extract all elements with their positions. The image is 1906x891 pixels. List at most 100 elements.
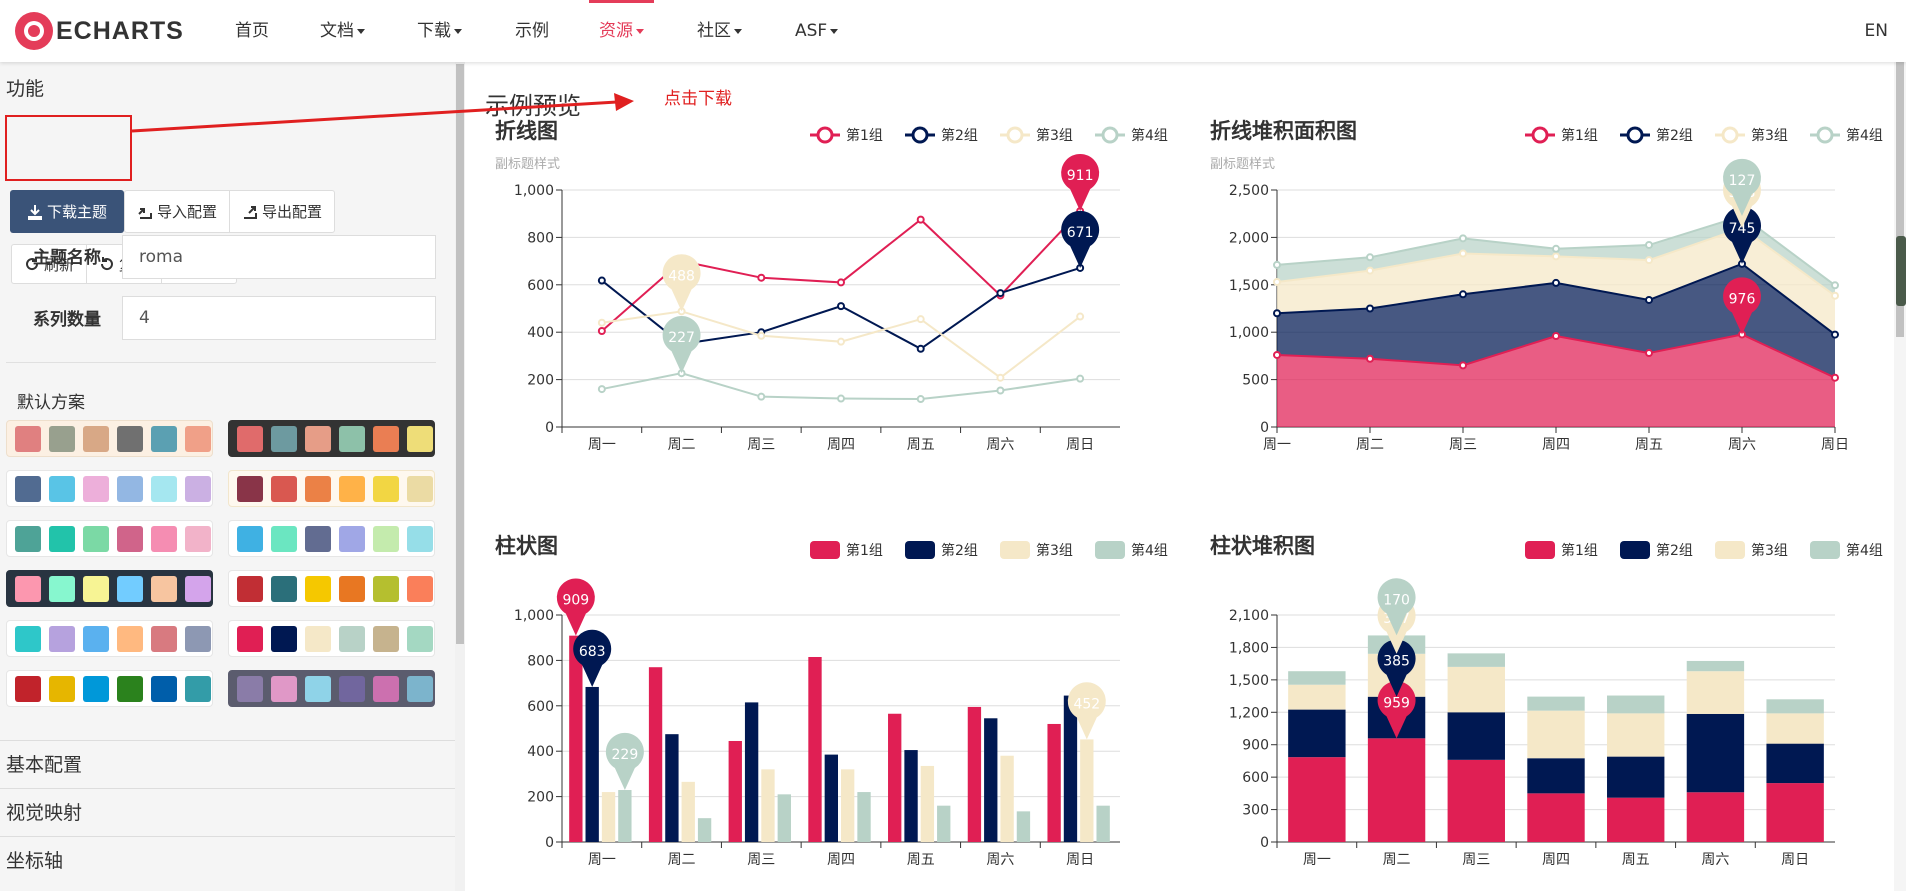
default-schemes-title: 默认方案 xyxy=(17,393,85,413)
theme-scheme-4[interactable] xyxy=(6,520,213,557)
pin-shape xyxy=(556,578,595,636)
main-scrollbar-thumb[interactable] xyxy=(1896,62,1904,337)
minimap-widget[interactable] xyxy=(1896,236,1906,306)
theme-scheme-8[interactable] xyxy=(6,620,213,657)
legend-label: 第3组 xyxy=(1751,542,1788,559)
theme-scheme-10[interactable] xyxy=(6,670,213,707)
theme-scheme-11[interactable] xyxy=(228,670,435,707)
area-series-0 xyxy=(1277,334,1835,427)
import-config-label: 导入配置 xyxy=(157,203,218,221)
color-swatch xyxy=(83,625,109,652)
import-config-button[interactable]: 导入配置 xyxy=(125,191,231,232)
legend-swatch xyxy=(1000,541,1030,559)
data-point xyxy=(837,302,845,311)
legend-label: 第1组 xyxy=(1561,127,1598,144)
y-tick-label: 0 xyxy=(545,835,554,851)
color-swatch xyxy=(373,575,399,602)
theme-scheme-9[interactable] xyxy=(228,620,435,657)
nav-item-3[interactable]: 示例 xyxy=(515,0,549,62)
legend-label: 第3组 xyxy=(1751,127,1788,144)
pin-shape xyxy=(1723,206,1761,264)
data-point xyxy=(996,373,1005,382)
legend-swatch xyxy=(1715,541,1745,559)
marker-pin: 959 xyxy=(1377,681,1416,739)
color-swatch xyxy=(117,575,143,602)
accordion-section-2[interactable]: 坐标轴 xyxy=(0,836,455,884)
color-swatch xyxy=(49,575,75,602)
bar-1-3 xyxy=(824,754,838,842)
pin-shape xyxy=(1067,682,1106,740)
legend-marker xyxy=(1531,126,1549,144)
theme-scheme-6[interactable] xyxy=(6,570,213,607)
legend-item-2: 第3组 xyxy=(1000,541,1073,559)
nav-item-4[interactable]: 资源 xyxy=(589,0,654,62)
theme-name-input[interactable]: roma xyxy=(122,235,436,279)
data-point xyxy=(1366,304,1374,313)
echarts-logo[interactable]: ECHARTS xyxy=(14,11,184,51)
color-swatch xyxy=(271,525,297,552)
data-point xyxy=(1645,349,1653,358)
color-swatch xyxy=(15,675,41,702)
legend-item-0: 第1组 xyxy=(1525,541,1598,559)
bar-1-4 xyxy=(1607,756,1665,798)
section-function-title[interactable]: 功能 xyxy=(6,78,45,100)
color-swatch xyxy=(83,675,109,702)
theme-scheme-7[interactable] xyxy=(228,570,435,607)
nav-item-2[interactable]: 下载 xyxy=(417,0,462,62)
y-tick-label: 2,000 xyxy=(1229,230,1269,246)
sidebar-scrollbar-thumb[interactable] xyxy=(456,64,464,644)
accordion-section-0[interactable]: 基本配置 xyxy=(0,740,455,788)
color-swatch xyxy=(83,575,109,602)
pin-shape xyxy=(1377,639,1416,697)
color-swatch xyxy=(407,525,433,552)
bar-0-5 xyxy=(967,706,982,842)
language-switch[interactable]: EN xyxy=(1864,21,1888,41)
legend-marker xyxy=(911,126,929,144)
color-swatch xyxy=(185,675,211,702)
export-config-button[interactable]: 导出配置 xyxy=(230,191,334,232)
data-point xyxy=(1459,361,1467,370)
bar-2-1 xyxy=(681,781,695,842)
download-theme-button[interactable]: 下载主题 xyxy=(10,190,124,233)
theme-scheme-0[interactable] xyxy=(6,420,213,457)
legend-label: 第1组 xyxy=(1561,542,1598,559)
legend-item-3: 第4组 xyxy=(1095,126,1168,144)
main-scrollbar[interactable] xyxy=(1894,62,1906,891)
bar-0-2 xyxy=(728,740,742,842)
bar-3-6 xyxy=(1766,699,1824,714)
theme-scheme-1[interactable] xyxy=(228,420,435,457)
nav-item-6[interactable]: ASF xyxy=(795,0,839,62)
x-tick-label: 周一 xyxy=(588,437,616,453)
accordion-section-1[interactable]: 视觉映射 xyxy=(0,788,455,836)
theme-scheme-5[interactable] xyxy=(228,520,435,557)
toolbar-row-1: 下载主题 导入配置 导出配置 xyxy=(10,190,336,233)
nav-item-label: 社区 xyxy=(697,21,731,41)
x-tick-label: 周四 xyxy=(827,852,855,868)
data-point xyxy=(597,276,606,285)
nav-item-0[interactable]: 首页 xyxy=(235,0,269,62)
color-swatch xyxy=(117,525,143,552)
theme-scheme-3[interactable] xyxy=(228,470,435,507)
marker-pin: 911 xyxy=(1061,153,1100,212)
nav-item-1[interactable]: 文档 xyxy=(320,0,365,62)
sidebar-scrollbar[interactable] xyxy=(455,62,465,891)
theme-name-label: 主题名称 xyxy=(33,248,101,268)
legend-label: 第3组 xyxy=(1036,542,1073,559)
data-point xyxy=(1552,331,1560,340)
x-tick-label: 周一 xyxy=(588,852,616,868)
y-tick-label: 1,000 xyxy=(514,183,554,199)
theme-scheme-2[interactable] xyxy=(6,470,213,507)
y-tick-label: 2,100 xyxy=(1229,608,1269,624)
chevron-down-icon xyxy=(357,28,365,34)
data-point xyxy=(837,394,845,403)
series-count-input[interactable]: 4 xyxy=(122,296,436,340)
pin-label: 127 xyxy=(1729,173,1756,189)
color-swatch xyxy=(117,425,143,452)
divider xyxy=(6,362,436,363)
color-swatch xyxy=(407,625,433,652)
refresh-button[interactable]: 刷新 xyxy=(12,245,88,283)
nav-item-5[interactable]: 社区 xyxy=(697,0,742,62)
color-swatch xyxy=(305,475,331,502)
color-swatch xyxy=(117,625,143,652)
legend-marker xyxy=(1816,126,1834,144)
